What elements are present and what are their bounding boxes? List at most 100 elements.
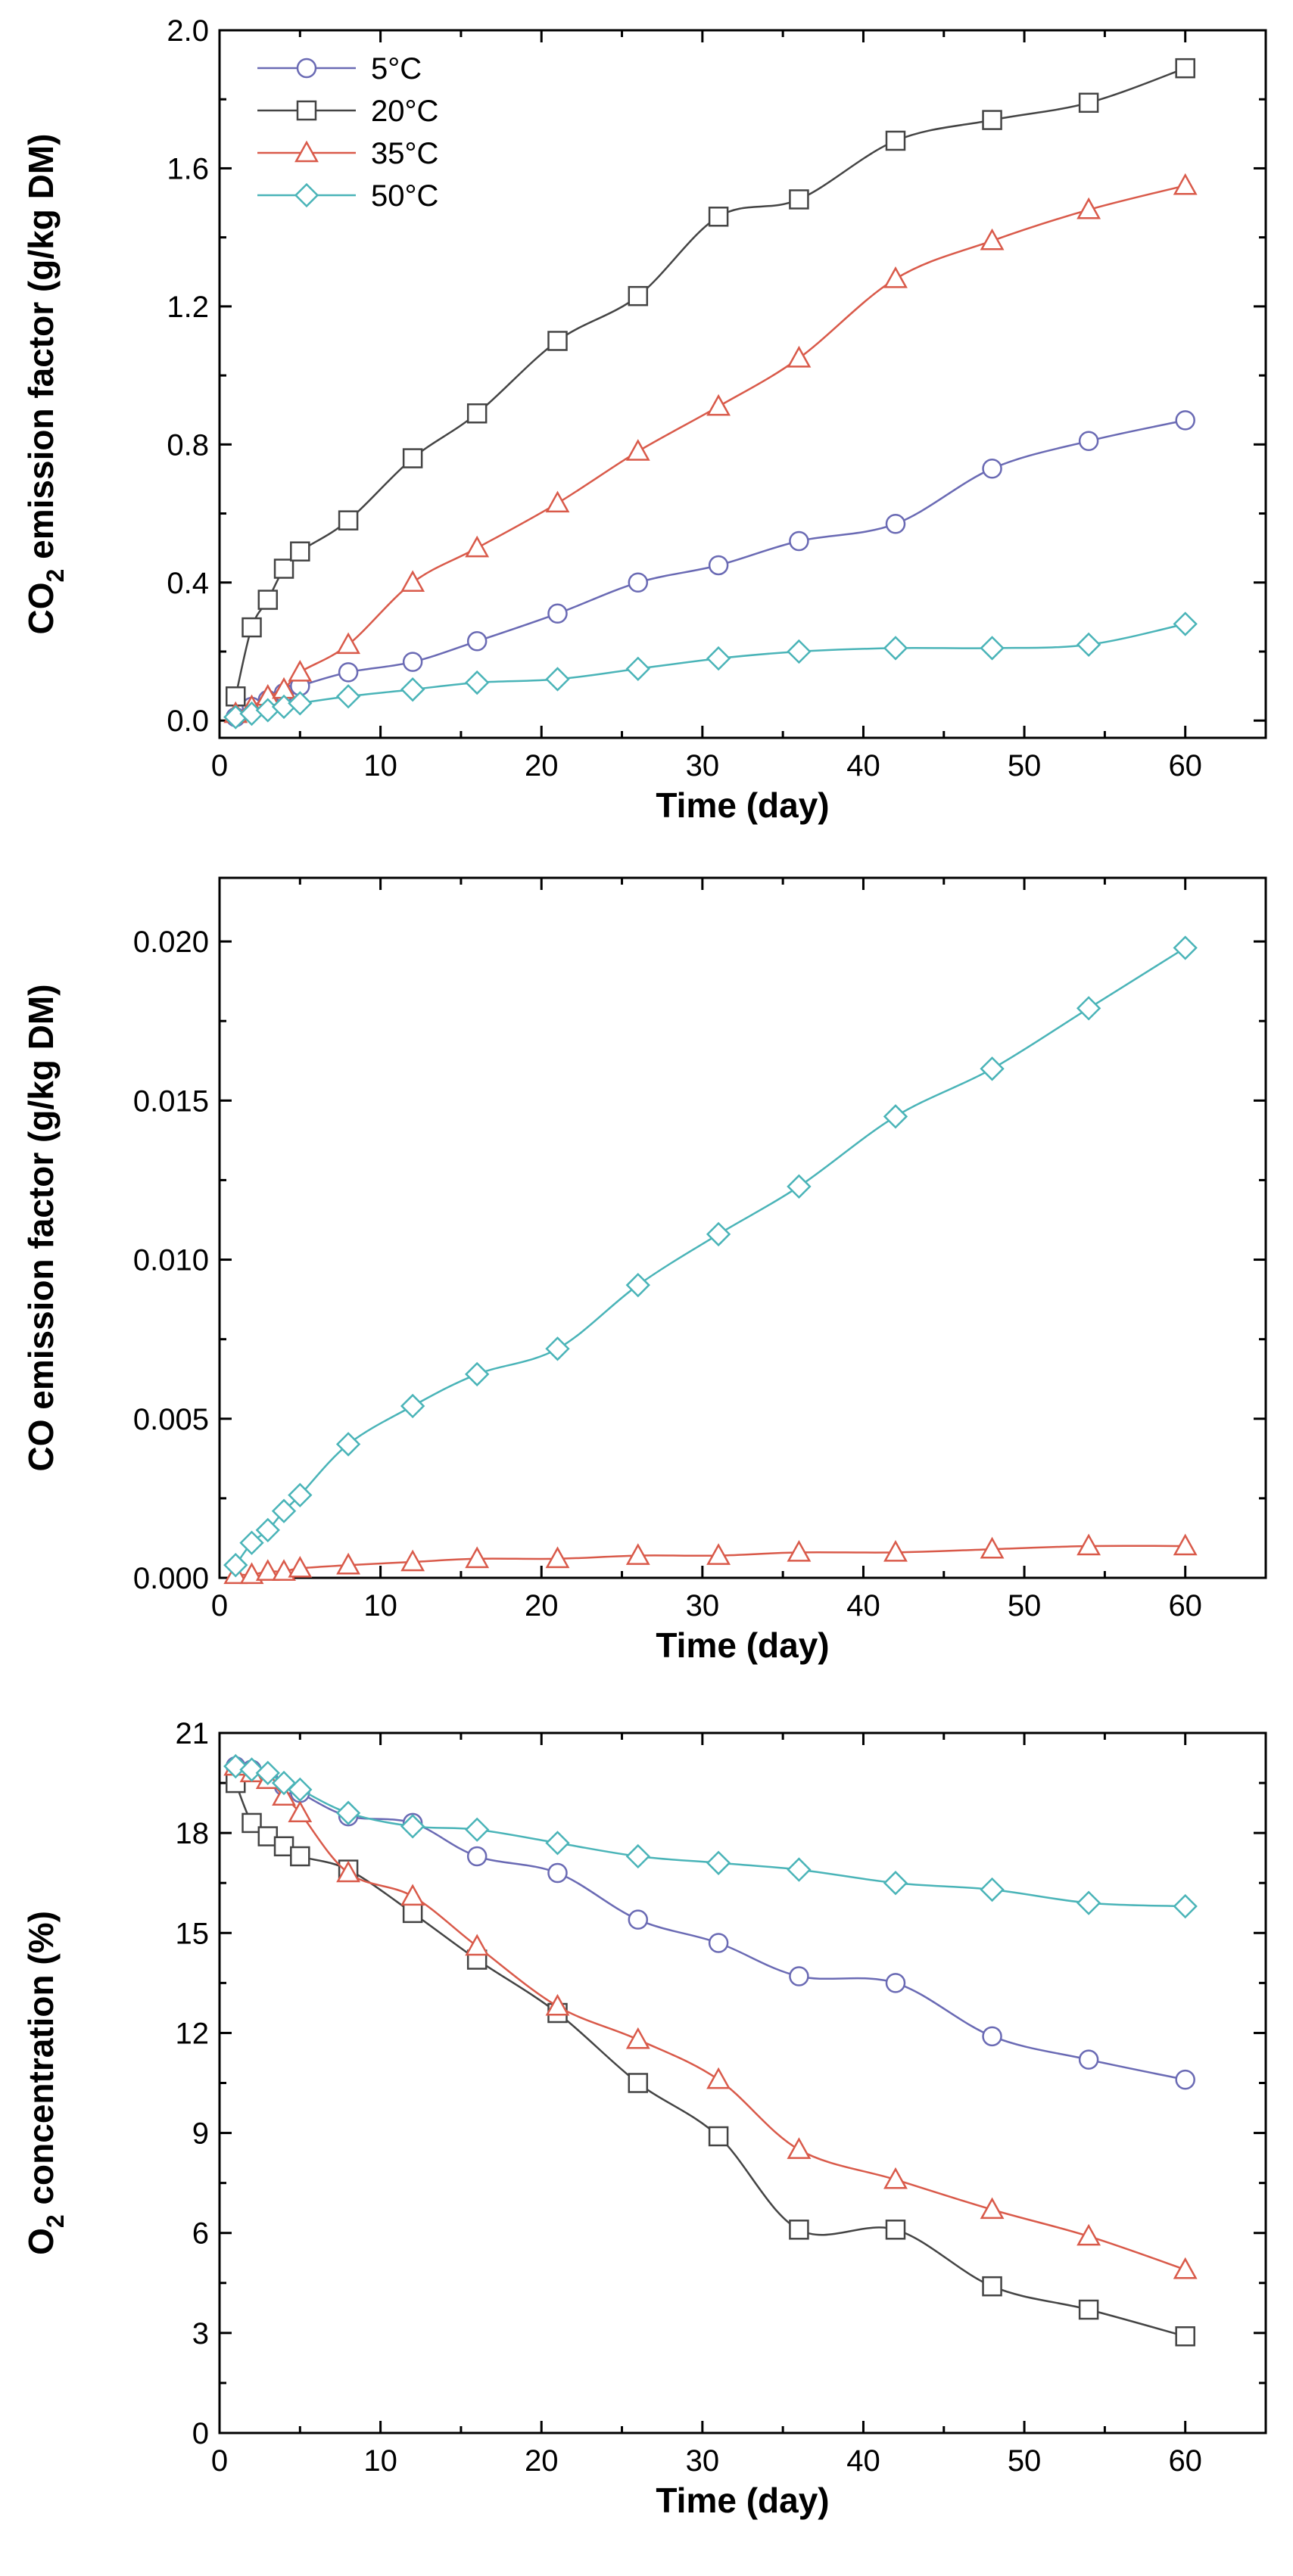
data-point <box>239 1530 264 1555</box>
data-point <box>883 1871 908 1896</box>
legend-label: 50°C <box>371 179 438 213</box>
x-axis-title: Time (day) <box>656 2481 829 2520</box>
data-point <box>466 403 488 424</box>
data-point <box>883 636 908 661</box>
data-point <box>273 558 294 579</box>
y-tick-label: 18 <box>176 1817 210 1850</box>
y-tick-label: 6 <box>192 2217 209 2251</box>
x-tick-label: 0 <box>211 1589 228 1622</box>
data-point <box>1076 632 1101 658</box>
y-tick-label: 0 <box>192 2417 209 2450</box>
data-point <box>982 110 1002 130</box>
x-tick-label: 30 <box>686 2444 720 2478</box>
data-point <box>625 1273 650 1298</box>
data-point <box>885 1973 906 1993</box>
x-tick-label: 50 <box>1008 1589 1042 1622</box>
legend-marker <box>294 140 319 163</box>
y-tick-label: 0.0 <box>167 705 209 738</box>
data-point <box>1076 1533 1101 1556</box>
data-point <box>257 590 279 610</box>
data-point <box>982 2026 1002 2047</box>
x-tick-label: 20 <box>525 749 559 782</box>
data-point <box>547 331 568 351</box>
data-point <box>982 458 1002 479</box>
data-point <box>288 1800 313 1823</box>
data-point <box>272 1559 296 1581</box>
data-point <box>402 652 423 672</box>
data-point <box>223 1753 248 1779</box>
data-point <box>272 1784 296 1806</box>
data-point <box>628 285 649 306</box>
plot-frame <box>218 876 1267 1579</box>
data-point <box>338 510 359 530</box>
x-tick-label: 50 <box>1008 2444 1042 2478</box>
data-point <box>885 2220 906 2240</box>
x-tick-label: 0 <box>211 2444 228 2478</box>
legend: 5°C 20°C 35°C 50°C <box>257 52 438 213</box>
data-point <box>787 345 812 368</box>
data-point <box>402 1902 423 1924</box>
y-tick-label: 0.015 <box>133 1084 209 1118</box>
data-point <box>288 691 313 716</box>
data-point <box>336 632 361 655</box>
data-point <box>980 2197 1005 2220</box>
data-point <box>465 1934 490 1956</box>
data-point <box>400 1393 425 1419</box>
legend-label: 35°C <box>371 137 438 170</box>
y-tick-label: 1.6 <box>167 152 209 185</box>
data-point <box>1175 58 1195 79</box>
data-point <box>1173 1893 1198 1919</box>
x-tick-label: 20 <box>525 2444 559 2478</box>
data-point <box>465 1361 490 1387</box>
y-tick-label: 12 <box>176 2017 210 2050</box>
data-point <box>288 1482 313 1507</box>
series-50C <box>223 611 1198 730</box>
y-axis-title: CO emission factor (g/kg DM) <box>21 984 61 1471</box>
data-point <box>1173 173 1198 195</box>
y-tick-label: 0.005 <box>133 1403 209 1436</box>
data-point <box>787 2137 812 2159</box>
series-5C <box>226 1756 1195 2090</box>
data-point <box>980 636 1005 661</box>
data-point <box>883 1104 908 1129</box>
data-point <box>241 1812 262 1834</box>
y-tick-label: 15 <box>176 1917 210 1950</box>
data-point <box>400 1814 425 1839</box>
series-50C <box>223 935 1198 1578</box>
y-axis-title: O2 concentration (%) <box>21 1911 69 2255</box>
data-point <box>787 1174 812 1199</box>
series-5C <box>226 410 1195 727</box>
series-line <box>235 184 1186 715</box>
data-point <box>1076 1890 1101 1915</box>
data-point <box>255 1559 280 1581</box>
data-point <box>706 1850 731 1875</box>
data-point <box>466 631 488 652</box>
data-point <box>883 2167 908 2189</box>
legend-marker <box>296 58 317 79</box>
data-point <box>239 1757 264 1782</box>
series-line <box>235 1765 1186 2081</box>
y-axis-title: CO2 emission factor (g/kg DM) <box>21 134 69 635</box>
data-point <box>271 1498 297 1523</box>
y-tick-label: 0.020 <box>133 926 209 959</box>
data-point <box>980 1056 1005 1081</box>
data-point <box>787 639 812 664</box>
data-point <box>400 1884 425 1906</box>
data-point <box>547 603 568 624</box>
data-point <box>545 490 570 513</box>
y-tick-label: 0.010 <box>133 1244 209 1277</box>
x-axis-title: Time (day) <box>656 1626 829 1665</box>
series-line <box>235 623 1186 718</box>
data-point <box>706 1221 731 1247</box>
y-tick-label: 0.4 <box>167 567 209 600</box>
data-point <box>288 1777 313 1803</box>
y-tick-label: 1.2 <box>167 291 209 324</box>
data-point <box>288 1556 313 1578</box>
data-point <box>1078 431 1099 452</box>
x-tick-label: 10 <box>363 749 397 782</box>
data-point <box>787 1539 812 1562</box>
data-point <box>335 684 361 709</box>
y-tick-label: 2.0 <box>167 14 209 48</box>
x-axis-title: Time (day) <box>656 786 829 825</box>
